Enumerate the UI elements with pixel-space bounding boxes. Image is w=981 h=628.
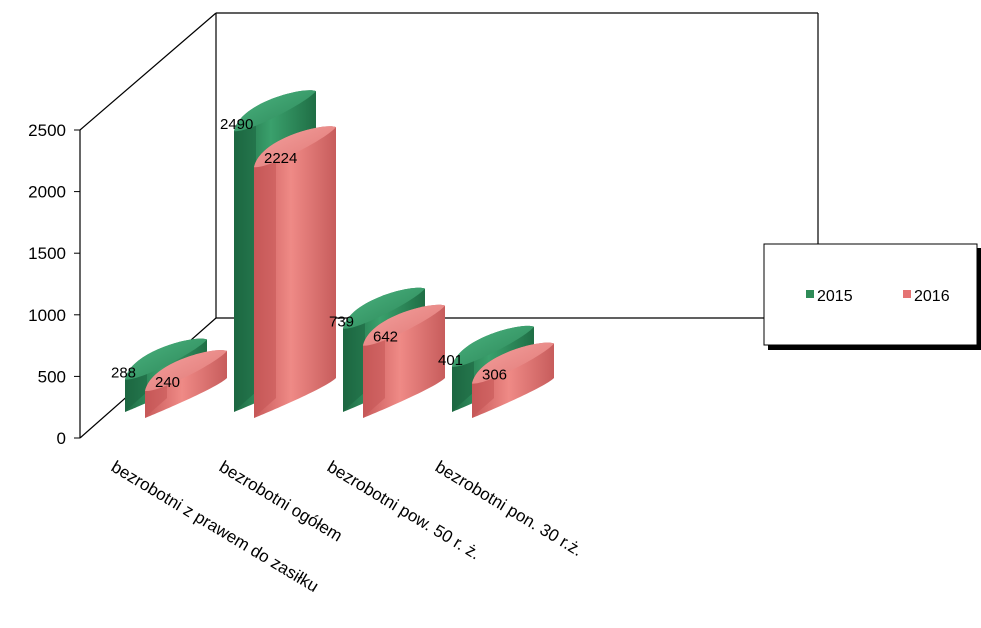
bar-top-2015-2 — [343, 287, 425, 329]
data-label-2015-2: 739 — [329, 314, 354, 331]
legend-label-2015: 2015 — [817, 288, 853, 305]
legend-swatch-2016 — [903, 290, 911, 298]
y-tick-label: 0 — [57, 429, 66, 448]
bar-top-2016-1 — [254, 126, 336, 168]
data-label-2016-2: 642 — [373, 329, 398, 346]
legend: 2015 2016 — [763, 243, 981, 350]
legend-label-2016: 2016 — [914, 288, 950, 305]
data-labels: 288 240 2490 2224 739 642 401 306 — [111, 116, 507, 391]
bar-top-2015-0 — [125, 338, 207, 380]
data-label-2015-0: 288 — [111, 365, 136, 382]
y-tick-label: 500 — [38, 367, 66, 386]
y-tick-label: 1000 — [28, 306, 66, 325]
bar-front-2015-1 — [234, 111, 256, 413]
data-label-2015-1: 2490 — [220, 116, 253, 133]
side-wall-top-edge — [79, 12, 217, 131]
bar-front-2015-2 — [343, 308, 365, 412]
data-label-2016-3: 306 — [482, 366, 507, 383]
category-label-0: bezrobotni z prawem do zasiłku — [108, 457, 322, 596]
y-tick-label: 2500 — [28, 121, 66, 140]
data-label-2016-0: 240 — [155, 374, 180, 391]
bar-top-2016-0 — [145, 350, 227, 392]
legend-swatch-2015 — [806, 290, 814, 298]
data-label-2015-3: 401 — [438, 352, 463, 369]
bars — [125, 90, 554, 418]
y-axis: 0 500 1000 1500 2000 2500 — [28, 121, 80, 448]
bar-front-2016-2 — [363, 325, 385, 418]
bar-2016-0 — [145, 350, 227, 418]
bar-top-2016-3 — [472, 342, 554, 384]
bar-top-2015-1 — [234, 90, 316, 132]
bar-top-2016-2 — [363, 304, 445, 346]
data-label-2016-1: 2224 — [264, 150, 297, 167]
category-labels: bezrobotni z prawem do zasiłkubezrobotni… — [108, 457, 586, 596]
y-tick-label: 1500 — [28, 244, 66, 263]
bar-front-2016-1 — [254, 147, 276, 418]
y-tick-label: 2000 — [28, 183, 66, 202]
legend-box — [763, 243, 978, 346]
bar-top-2015-3 — [452, 325, 534, 367]
